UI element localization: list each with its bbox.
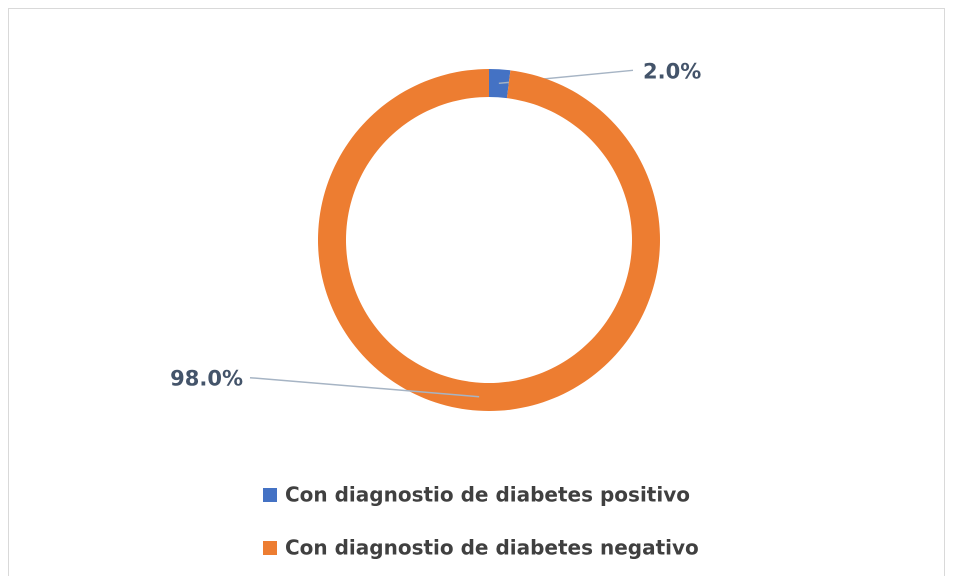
legend-swatch bbox=[263, 488, 277, 502]
data-label: 98.0% bbox=[170, 367, 243, 391]
legend-swatch bbox=[263, 541, 277, 555]
leader-line bbox=[249, 376, 480, 398]
legend-label: Con diagnostio de diabetes positivo bbox=[285, 483, 690, 507]
legend-label: Con diagnostio de diabetes negativo bbox=[285, 536, 699, 560]
chart-frame bbox=[8, 8, 945, 576]
data-label: 2.0% bbox=[643, 59, 701, 83]
